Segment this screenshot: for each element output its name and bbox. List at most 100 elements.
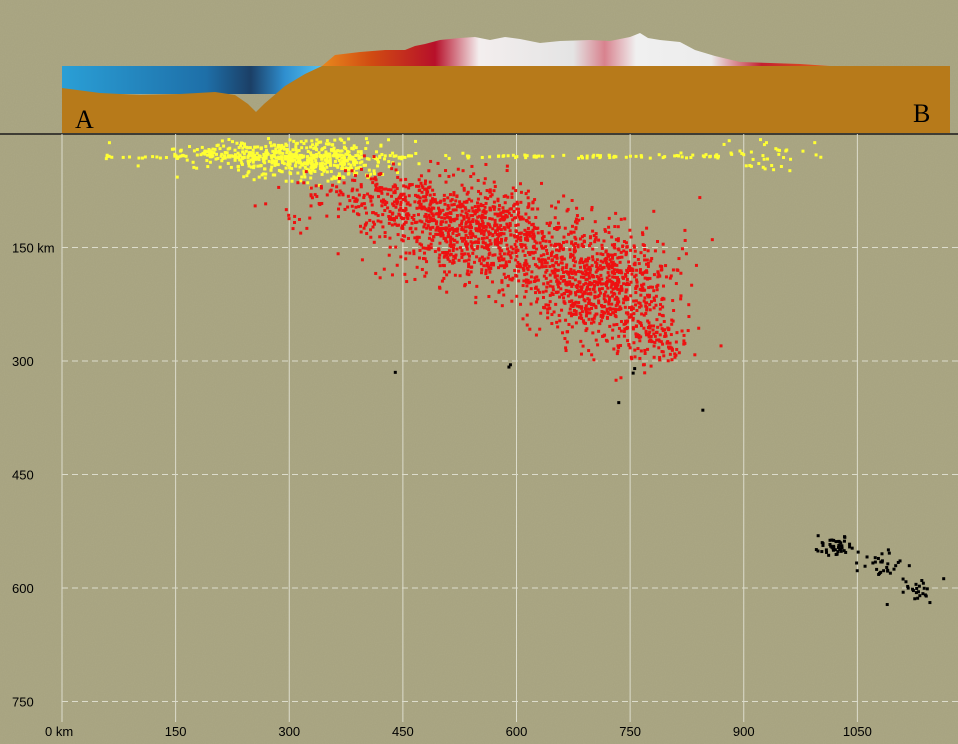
intermediate-quake-point: [388, 236, 392, 240]
intermediate-quake-point: [487, 295, 491, 299]
intermediate-quake-point: [370, 203, 374, 207]
intermediate-quake-point: [379, 189, 383, 193]
intermediate-quake-point: [508, 207, 512, 211]
intermediate-quake-point: [502, 252, 506, 256]
intermediate-quake-point: [570, 253, 574, 257]
shallow-quake-point: [272, 143, 276, 147]
intermediate-quake-point: [580, 243, 584, 247]
shallow-quake-point: [284, 157, 288, 161]
intermediate-quake-point: [525, 272, 529, 276]
intermediate-quake-point: [555, 291, 559, 295]
intermediate-quake-point: [420, 243, 424, 247]
intermediate-quake-point: [565, 263, 569, 267]
intermediate-quake-point: [572, 269, 576, 273]
shallow-quake-point: [342, 159, 346, 163]
intermediate-quake-point: [355, 212, 359, 216]
deep-quake-point: [906, 584, 910, 588]
intermediate-quake-point: [553, 216, 557, 220]
intermediate-quake-point: [479, 216, 483, 220]
intermediate-quake-point: [661, 305, 665, 309]
intermediate-quake-point: [437, 248, 441, 252]
shallow-quake-point: [279, 147, 283, 151]
intermediate-quake-point: [377, 187, 381, 191]
shallow-quake-point: [344, 158, 348, 162]
intermediate-quake-point: [360, 258, 364, 262]
intermediate-quake-point: [457, 233, 461, 237]
shallow-quake-point: [309, 151, 313, 155]
shallow-quake-point: [766, 157, 770, 161]
intermediate-quake-point: [586, 292, 590, 296]
shallow-quake-point: [379, 144, 383, 148]
intermediate-quake-point: [591, 229, 595, 233]
intermediate-quake-point: [553, 242, 557, 246]
intermediate-quake-point: [452, 254, 456, 258]
intermediate-quake-point: [487, 243, 491, 247]
intermediate-quake-point: [573, 271, 577, 275]
intermediate-quake-point: [337, 207, 341, 211]
intermediate-quake-point: [569, 314, 573, 318]
intermediate-quake-point: [436, 232, 440, 236]
intermediate-quake-point: [586, 307, 590, 311]
intermediate-quake-point: [402, 222, 406, 226]
intermediate-quake-point: [464, 241, 468, 245]
deep-quake-point: [880, 560, 884, 564]
shallow-quake-point: [282, 145, 286, 149]
intermediate-quake-point: [458, 274, 462, 278]
intermediate-quake-point: [605, 284, 609, 288]
intermediate-quake-point: [643, 348, 647, 352]
intermediate-quake-point: [670, 322, 674, 326]
intermediate-quake-point: [626, 326, 630, 330]
intermediate-quake-point: [593, 290, 597, 294]
intermediate-quake-point: [521, 317, 525, 321]
deep-quake-point: [837, 544, 841, 548]
intermediate-quake-point: [437, 208, 441, 212]
intermediate-quake-point: [437, 215, 441, 219]
shallow-quake-point: [340, 153, 344, 157]
shallow-quake-point: [714, 155, 718, 159]
intermediate-quake-point: [679, 294, 683, 298]
intermediate-quake-point: [567, 282, 571, 286]
intermediate-quake-point: [615, 263, 619, 267]
shallow-quake-point: [312, 166, 316, 170]
intermediate-quake-point: [497, 266, 501, 270]
shallow-quake-point: [289, 172, 293, 176]
shallow-quake-point: [378, 155, 382, 159]
shallow-quake-point: [284, 179, 288, 183]
intermediate-quake-point: [546, 307, 550, 311]
shallow-quake-point: [229, 165, 233, 169]
shallow-quake-point: [496, 154, 500, 158]
shallow-quake-point: [328, 153, 332, 157]
intermediate-quake-point: [609, 279, 613, 283]
intermediate-quake-point: [488, 217, 492, 221]
intermediate-quake-point: [608, 253, 612, 257]
intermediate-quake-point: [412, 217, 416, 221]
intermediate-quake-point: [672, 308, 676, 312]
intermediate-quake-point: [501, 258, 505, 262]
intermediate-quake-point: [439, 234, 443, 238]
intermediate-quake-point: [476, 220, 480, 224]
intermediate-quake-point: [465, 247, 469, 251]
shallow-quake-point: [562, 153, 566, 157]
intermediate-quake-point: [372, 155, 376, 159]
intermediate-quake-point: [613, 252, 617, 256]
intermediate-quake-point: [445, 212, 449, 216]
intermediate-quake-point: [545, 252, 549, 256]
shallow-quake-point: [260, 173, 264, 177]
intermediate-quake-point: [648, 308, 652, 312]
intermediate-quake-point: [669, 333, 673, 337]
intermediate-quake-point: [600, 243, 604, 247]
intermediate-quake-point: [433, 198, 437, 202]
shallow-quake-point: [324, 158, 328, 162]
shallow-quake-point: [239, 141, 243, 145]
shallow-quake-point: [764, 141, 768, 145]
deep-quake-point: [631, 371, 635, 375]
shallow-quake-point: [236, 151, 240, 155]
intermediate-quake-point: [394, 168, 398, 172]
intermediate-quake-point: [637, 262, 641, 266]
intermediate-quake-point: [488, 225, 492, 229]
shallow-quake-point: [227, 138, 231, 142]
intermediate-quake-point: [582, 233, 586, 237]
deep-quake-point: [925, 587, 929, 591]
intermediate-quake-point: [573, 278, 577, 282]
intermediate-quake-point: [570, 224, 574, 228]
